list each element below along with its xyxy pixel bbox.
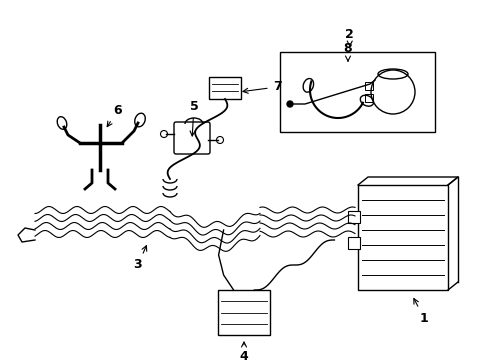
Bar — [364, 94, 372, 102]
Bar — [364, 82, 372, 90]
Bar — [347, 237, 359, 249]
Text: 5: 5 — [189, 99, 198, 136]
Text: 7: 7 — [243, 81, 281, 94]
Text: 4: 4 — [239, 342, 248, 360]
Bar — [218, 290, 269, 335]
Text: 8: 8 — [343, 41, 351, 61]
Text: 2: 2 — [345, 27, 353, 46]
Circle shape — [286, 101, 292, 107]
Text: 3: 3 — [133, 246, 146, 271]
Bar — [208, 77, 241, 99]
Bar — [357, 185, 447, 290]
Text: 6: 6 — [107, 104, 122, 127]
Bar — [280, 52, 434, 132]
Text: 1: 1 — [413, 298, 427, 324]
Bar — [347, 211, 359, 222]
